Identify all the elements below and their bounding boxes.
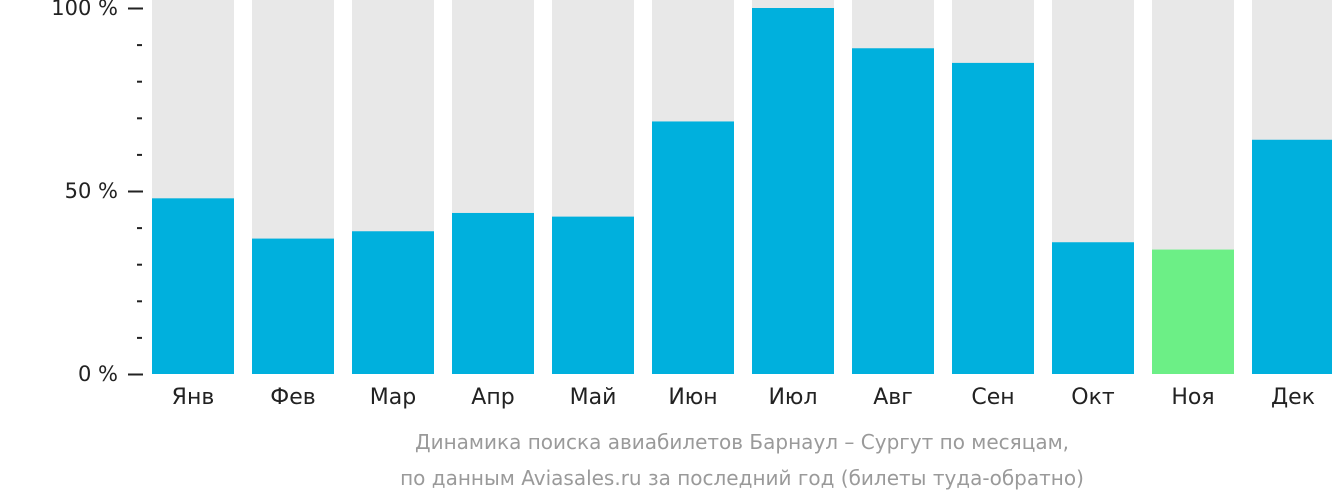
bar [952, 62, 1034, 375]
bar [752, 8, 834, 374]
x-tick-label: Апр [471, 385, 514, 410]
bar [1052, 242, 1134, 374]
bar [1152, 249, 1234, 374]
x-tick-label: Ноя [1171, 385, 1214, 410]
bar [652, 121, 734, 375]
bar [452, 212, 534, 374]
bar [852, 48, 934, 374]
x-tick-label: Июн [668, 385, 717, 410]
bar [1252, 139, 1332, 374]
bar [152, 198, 234, 374]
x-tick-label: Дек [1271, 385, 1315, 410]
x-tick-label: Мар [370, 385, 416, 410]
x-tick-label: Окт [1071, 385, 1115, 410]
y-axis: 100 % 50 % 0 % [51, 0, 143, 386]
chart-caption-line-1: Динамика поиска авиабилетов Барнаул – Су… [414, 430, 1070, 454]
x-tick-label: Июл [768, 385, 817, 410]
x-axis-labels: Янв Фев Мар Апр Май Июн Июл Авг Сен Окт Ноя Дек [172, 385, 1315, 410]
y-tick-label: 0 % [78, 362, 118, 386]
chart-caption-line-2: по данным Aviasales.ru за последний год … [400, 466, 1084, 490]
x-tick-label: Авг [873, 385, 913, 410]
y-tick-label: 100 % [51, 0, 118, 20]
x-tick-label: Май [570, 385, 617, 410]
y-tick-label: 50 % [65, 179, 118, 203]
bar [352, 231, 434, 374]
x-tick-label: Янв [172, 385, 215, 410]
bars-group [152, 0, 1332, 375]
bar [552, 216, 634, 374]
x-tick-label: Фев [270, 385, 315, 410]
bar [252, 238, 334, 374]
x-tick-label: Сен [971, 385, 1014, 410]
